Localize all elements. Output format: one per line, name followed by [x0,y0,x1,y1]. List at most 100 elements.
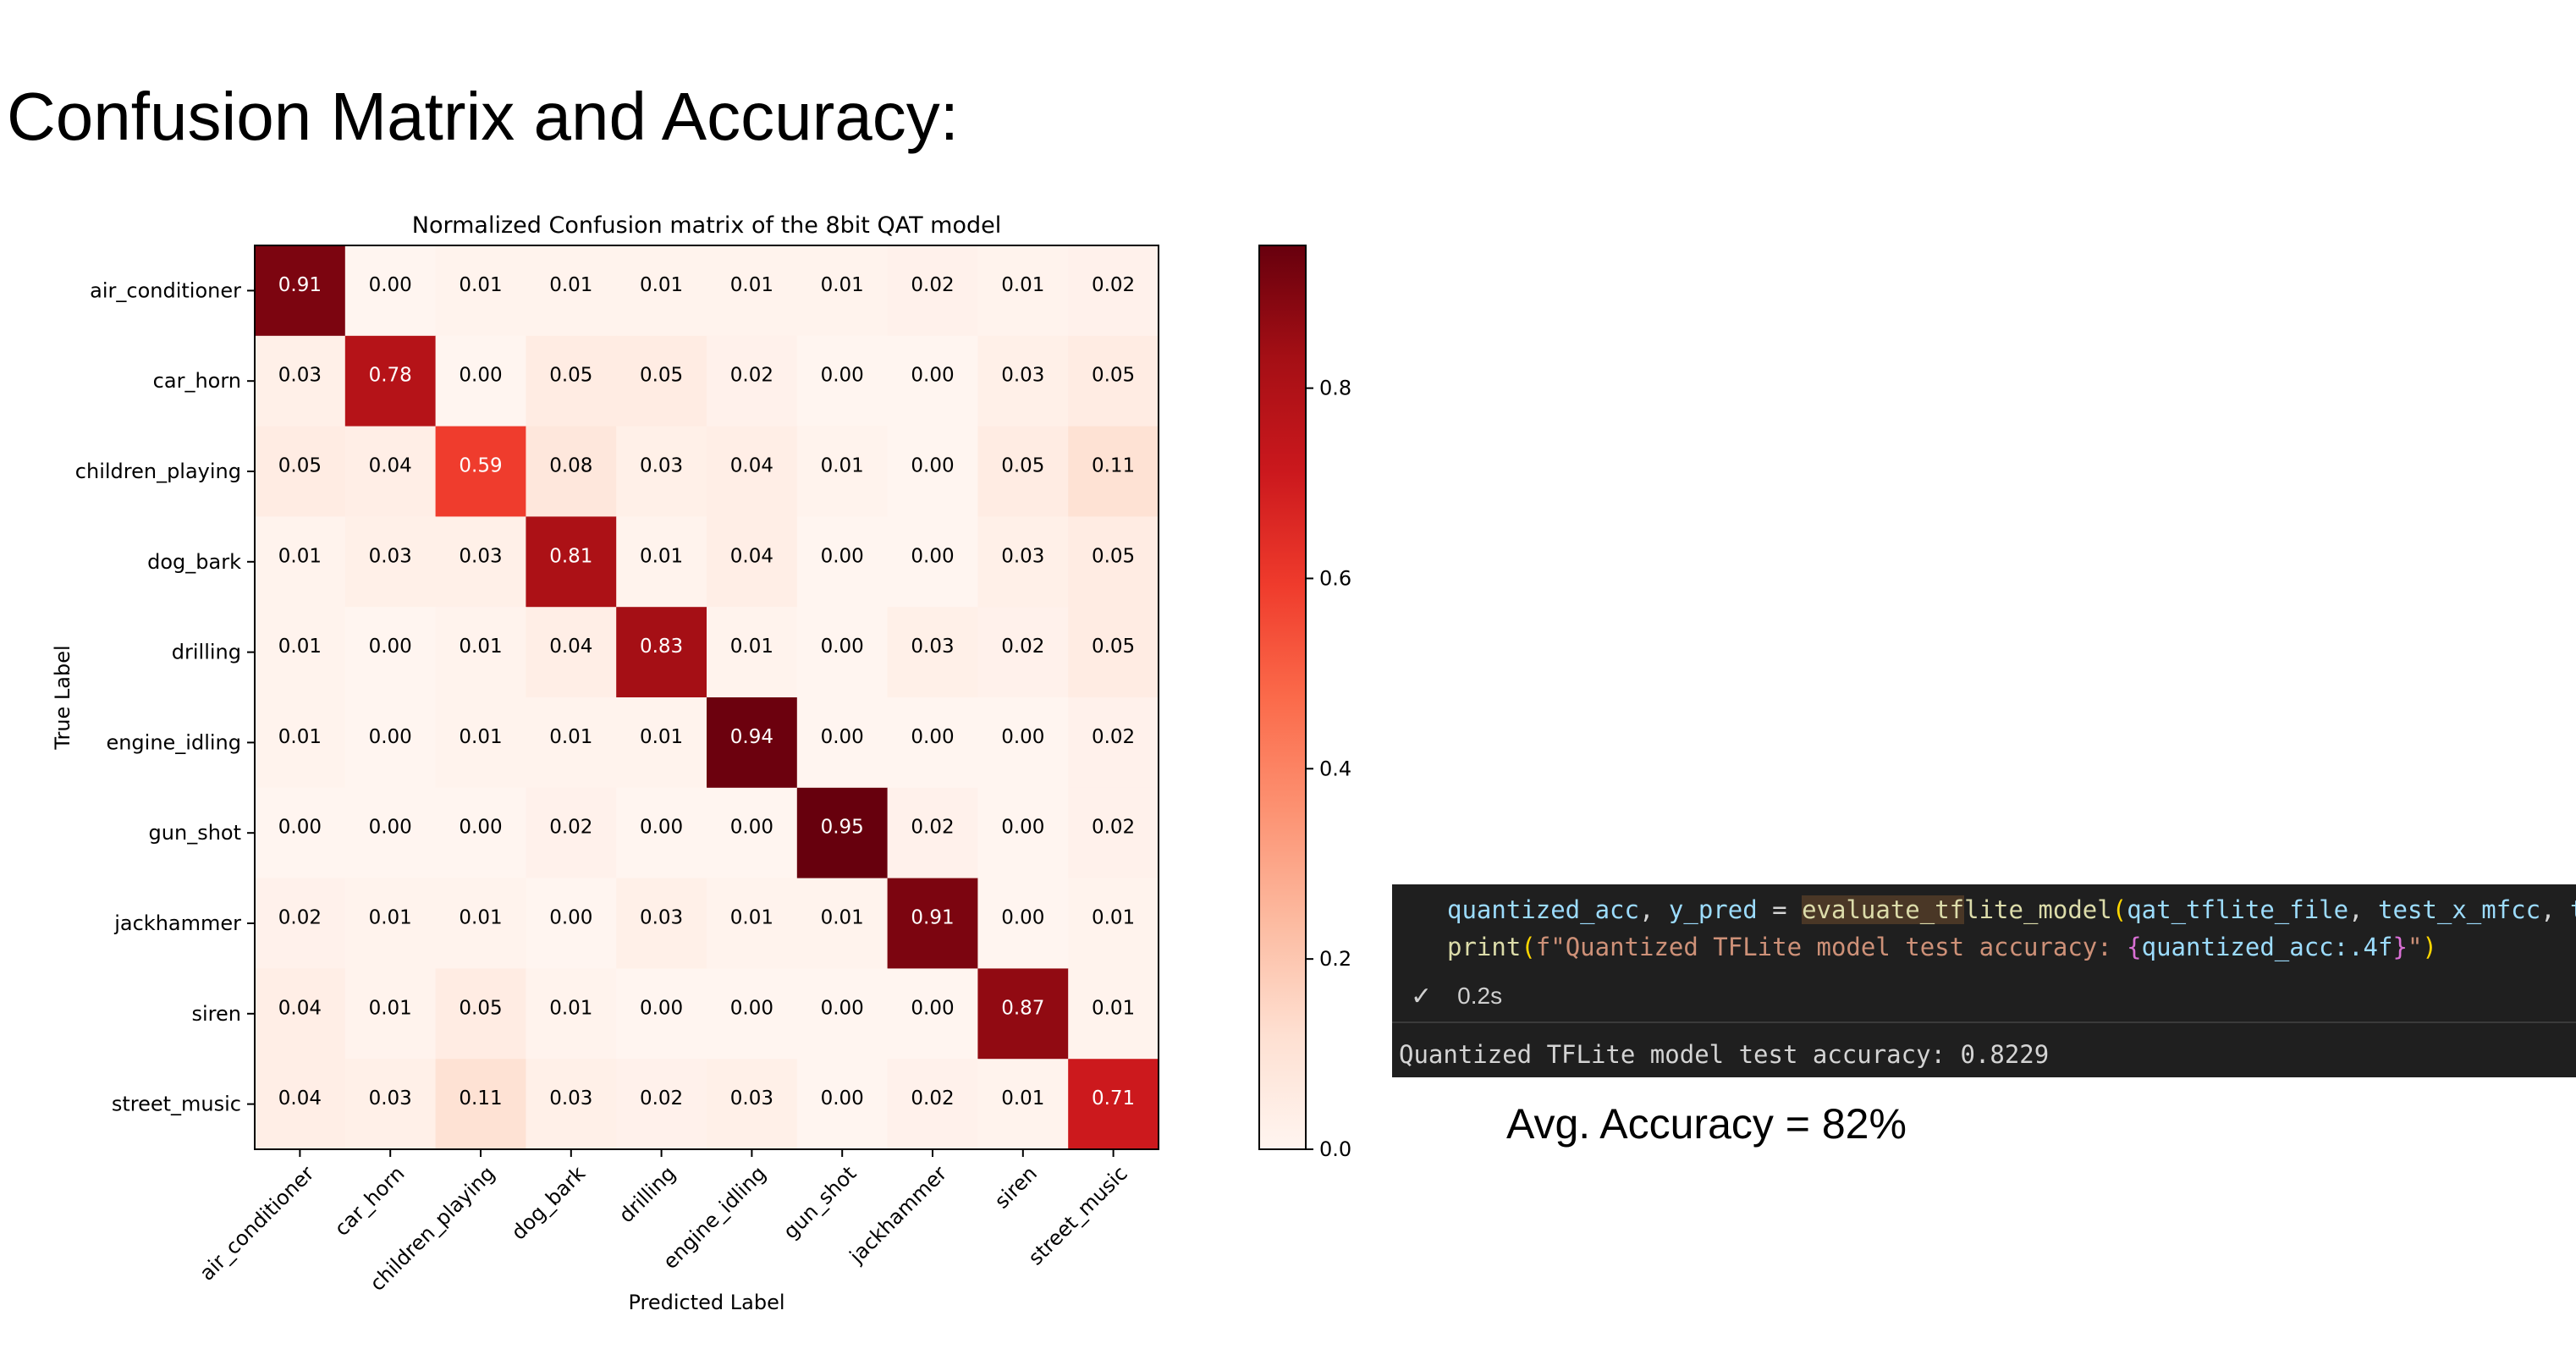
heatmap-cell [435,968,526,1060]
heatmap-cell [796,787,889,879]
heatmap-cell [1068,968,1159,1060]
heatmap-cell [1068,787,1159,879]
cell-value-label: 0.02 [911,817,954,839]
heatmap-cell [977,787,1069,879]
heatmap-cell [707,878,798,969]
cell-value-label: 0.04 [369,455,412,477]
colorbar-tick-label: 0.2 [1319,947,1351,971]
cell-value-label: 0.01 [369,997,412,1019]
cell-value-label: 0.04 [278,997,322,1019]
heatmap-cell [977,878,1069,969]
heatmap-cell [977,335,1069,427]
cell-value-label: 0.01 [640,545,683,567]
cell-value-label: 0.02 [1092,817,1135,839]
heatmap-cell [344,1059,437,1150]
heatmap-cell [526,516,617,608]
cell-value-label: 0.03 [369,545,412,567]
heatmap-cell [887,787,978,879]
y-ticks: air_conditioner car_horn children_playingd… [75,278,255,1116]
cell-value-label: 0.01 [369,907,412,929]
cell-value-label: 0.01 [278,636,322,658]
heatmap-cell [255,607,346,698]
heatmap-cell [1068,697,1159,789]
y-tick-label: siren [192,1002,242,1026]
cell-value-label: 0.00 [459,817,502,839]
heatmap-cell [796,335,889,427]
heatmap-cell [255,335,346,427]
heatmap-cell [435,335,526,427]
y-tick-label: gun_shot [149,821,241,845]
cell-value-label: 0.01 [278,726,322,748]
cell-value-label: 0.01 [640,274,683,296]
avg-accuracy-text: Avg. Accuracy = 82% [1506,1100,1907,1148]
heatmap-cell [526,878,617,969]
cell-value-label: 0.01 [1092,907,1135,929]
cell-value-label: 0.03 [369,1087,412,1109]
cell-value-label: 0.00 [278,817,322,839]
heatmap-cell [796,697,889,789]
heatmap-cell [255,697,346,789]
x-tick-label: air_conditioner [195,1161,318,1285]
cell-value-label: 0.94 [730,726,773,748]
cell-value-label: 0.00 [1001,907,1044,929]
heatmap-cell [616,245,707,337]
heatmap-cell [977,968,1069,1060]
cell-value-label: 0.01 [821,455,864,477]
colorbar [1258,245,1307,1150]
x-axis-label: Predicted Label [628,1291,784,1314]
cell-value-label: 0.01 [1092,997,1135,1019]
cell-value-label: 0.05 [549,365,592,387]
cell-value-label: 0.01 [730,274,773,296]
cell-value-label: 0.00 [821,726,864,748]
heatmap-cell [344,607,437,698]
cell-value-label: 0.00 [911,545,954,567]
heatmap-cell [887,697,978,789]
heatmap-cell [977,516,1069,608]
y-tick-label: dog_bark [147,550,241,574]
heatmap-cell [1068,878,1159,969]
code-line-2: print(f"Quantized TFLite model test accu… [1447,933,2437,961]
heatmap-cell [707,335,798,427]
heatmap-cell [977,697,1069,789]
cell-value-label: 0.04 [278,1087,322,1109]
cell-value-label: 0.00 [640,817,683,839]
heatmap-cell [255,1059,346,1150]
heatmap-cell [1068,1059,1159,1150]
colorbar-tick-label: 0.4 [1319,757,1351,780]
heatmap-cell [887,1059,978,1150]
cell-value-label: 0.03 [640,455,683,477]
cell-value-label: 0.00 [821,545,864,567]
heatmap-cells [255,245,1159,1150]
heatmap-cell [796,516,889,608]
cell-value-label: 0.05 [459,997,502,1019]
cell-value-label: 0.01 [730,636,773,658]
heatmap-cell [616,335,707,427]
heatmap-cell [344,968,437,1060]
heatmap-cell [616,787,707,879]
cell-value-label: 0.03 [730,1087,773,1109]
cell-value-label: 0.01 [640,726,683,748]
x-tick-label: car_horn [330,1161,410,1241]
colorbar-tick-label: 0.6 [1319,566,1351,590]
cell-value-label: 0.01 [549,274,592,296]
heatmap-cell [435,697,526,789]
heatmap-frame [254,245,1159,1150]
heatmap-cell [344,516,437,608]
output-divider [1392,1021,2576,1023]
cell-value-label: 0.02 [911,1087,954,1109]
cell-value-label: 0.05 [640,365,683,387]
heatmap-cell [887,607,978,698]
cell-value-label: 0.01 [459,636,502,658]
heatmap-cell [707,426,798,517]
cell-value-label: 0.02 [1092,726,1135,748]
cell-value-label: 0.00 [369,274,412,296]
heatmap-cell [435,607,526,698]
heatmap-cell [887,878,978,969]
cell-value-label: 0.00 [821,365,864,387]
cell-value-label: 0.02 [549,817,592,839]
cell-value-label: 0.05 [1001,455,1044,477]
cell-value-label: 0.01 [730,907,773,929]
cell-value-label: 0.05 [278,455,322,477]
cell-value-label: 0.02 [730,365,773,387]
cell-value-label: 0.91 [278,274,322,296]
